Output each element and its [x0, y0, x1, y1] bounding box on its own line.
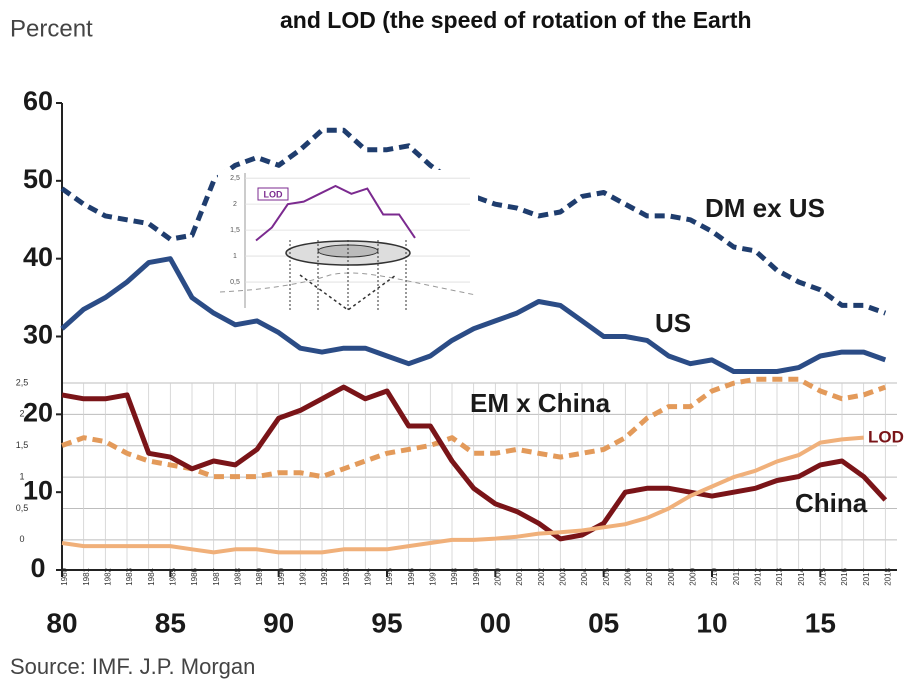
- y2-tick-label: 0,5: [16, 503, 29, 513]
- x2-tick-label: 2007: [645, 567, 654, 585]
- series-label: DM ex US: [705, 193, 825, 223]
- x-tick-label: 15: [805, 607, 836, 638]
- series-line: [61, 435, 864, 555]
- y2-tick-label: 0: [19, 534, 24, 544]
- inset-tick-label: 1,5: [230, 227, 240, 234]
- inset-disk-v: [299, 274, 397, 311]
- x2-tick-label: 1988: [233, 567, 242, 585]
- x-tick-label: 85: [155, 607, 186, 638]
- x2-tick-label: 1996: [407, 567, 416, 585]
- series-line: [60, 127, 887, 316]
- x2-tick-label: 1999: [472, 567, 481, 585]
- x2-tick-label: 1995: [385, 567, 394, 585]
- x2-tick-label: 1993: [342, 567, 351, 585]
- x2-tick-label: 2008: [667, 567, 676, 585]
- x2-tick-label: 2000: [493, 567, 502, 585]
- x2-tick-label: 2018: [883, 567, 892, 585]
- inset-legend-box: [257, 187, 289, 201]
- x-tick-label: 05: [588, 607, 619, 638]
- series-label: LOD: [868, 427, 904, 446]
- x2-tick-label: 2009: [688, 567, 697, 585]
- x2-tick-label: 1984: [147, 567, 156, 585]
- x2-tick-label: 1992: [320, 567, 329, 585]
- inset-tick-label: 2,5: [230, 175, 240, 182]
- y-tick-label: 50: [23, 164, 53, 194]
- x2-tick-label: 1980: [60, 567, 69, 585]
- y-tick-label: 30: [23, 320, 53, 350]
- series-line: [61, 376, 887, 480]
- inset-disk-inner: [317, 244, 379, 258]
- series-line: [60, 256, 887, 374]
- inset-tick-label: 2: [233, 201, 237, 208]
- x2-tick-label: 1981: [82, 567, 91, 585]
- x2-tick-label: 1987: [212, 567, 221, 585]
- x-tick-label: 90: [263, 607, 294, 638]
- x2-tick-label: 1989: [255, 567, 264, 585]
- x2-tick-label: 2002: [537, 567, 546, 585]
- x2-tick-label: 1998: [450, 567, 459, 585]
- x2-tick-label: 1983: [125, 567, 134, 585]
- x-tick-label: 95: [371, 607, 402, 638]
- x2-tick-label: 2016: [840, 567, 849, 585]
- x2-tick-label: 1986: [190, 567, 199, 585]
- series-label: China: [795, 488, 868, 518]
- y-axis-label: Percent: [10, 15, 93, 42]
- x2-tick-label: 2006: [623, 567, 632, 585]
- y-tick-label: 60: [23, 86, 53, 116]
- x2-tick-label: 1985: [168, 567, 177, 585]
- x2-tick-label: 2010: [710, 567, 719, 585]
- x2-tick-label: 1982: [103, 567, 112, 585]
- x2-tick-label: 2001: [515, 567, 524, 585]
- x2-tick-label: 2014: [797, 567, 806, 585]
- y2-tick-label: 2: [19, 409, 24, 419]
- x2-tick-label: 1994: [363, 567, 372, 585]
- x2-tick-label: 2015: [818, 567, 827, 585]
- y-tick-label: 10: [23, 475, 53, 505]
- x2-tick-label: 2012: [753, 567, 762, 585]
- x2-tick-label: 1991: [298, 567, 307, 585]
- x2-tick-label: 2005: [602, 567, 611, 585]
- source-note: Source: IMF. J.P. Morgan: [10, 654, 255, 679]
- inset-tick-label: 0,5: [230, 279, 240, 286]
- x2-tick-label: 2011: [732, 567, 741, 585]
- x-tick-label: 00: [480, 607, 511, 638]
- x2-tick-label: 2013: [775, 567, 784, 585]
- x2-tick-label: 2003: [558, 567, 567, 585]
- x2-tick-label: 1997: [428, 567, 437, 585]
- x2-tick-label: 2017: [862, 567, 871, 585]
- series-label: EM x China: [470, 388, 611, 418]
- y-tick-label: 40: [23, 242, 53, 272]
- inset-dashed-curve: [219, 272, 477, 296]
- y2-tick-label: 1: [19, 471, 24, 481]
- inset-line: [255, 184, 416, 242]
- series-line: [61, 384, 888, 542]
- x2-tick-label: 1990: [277, 567, 286, 585]
- inset-tick-label: 1: [233, 253, 237, 260]
- inset-legend: LOD: [264, 189, 283, 199]
- x-tick-label: 10: [696, 607, 727, 638]
- y-tick-label: 20: [23, 397, 53, 427]
- y-tick-label: 0: [30, 553, 45, 583]
- chart-title: and LOD (the speed of rotation of the Ea…: [280, 7, 752, 33]
- x2-tick-label: 2004: [580, 567, 589, 585]
- y2-tick-label: 2,5: [16, 377, 29, 387]
- series-label: US: [655, 308, 691, 338]
- x-tick-label: 80: [46, 607, 77, 638]
- y2-tick-label: 1,5: [16, 440, 29, 450]
